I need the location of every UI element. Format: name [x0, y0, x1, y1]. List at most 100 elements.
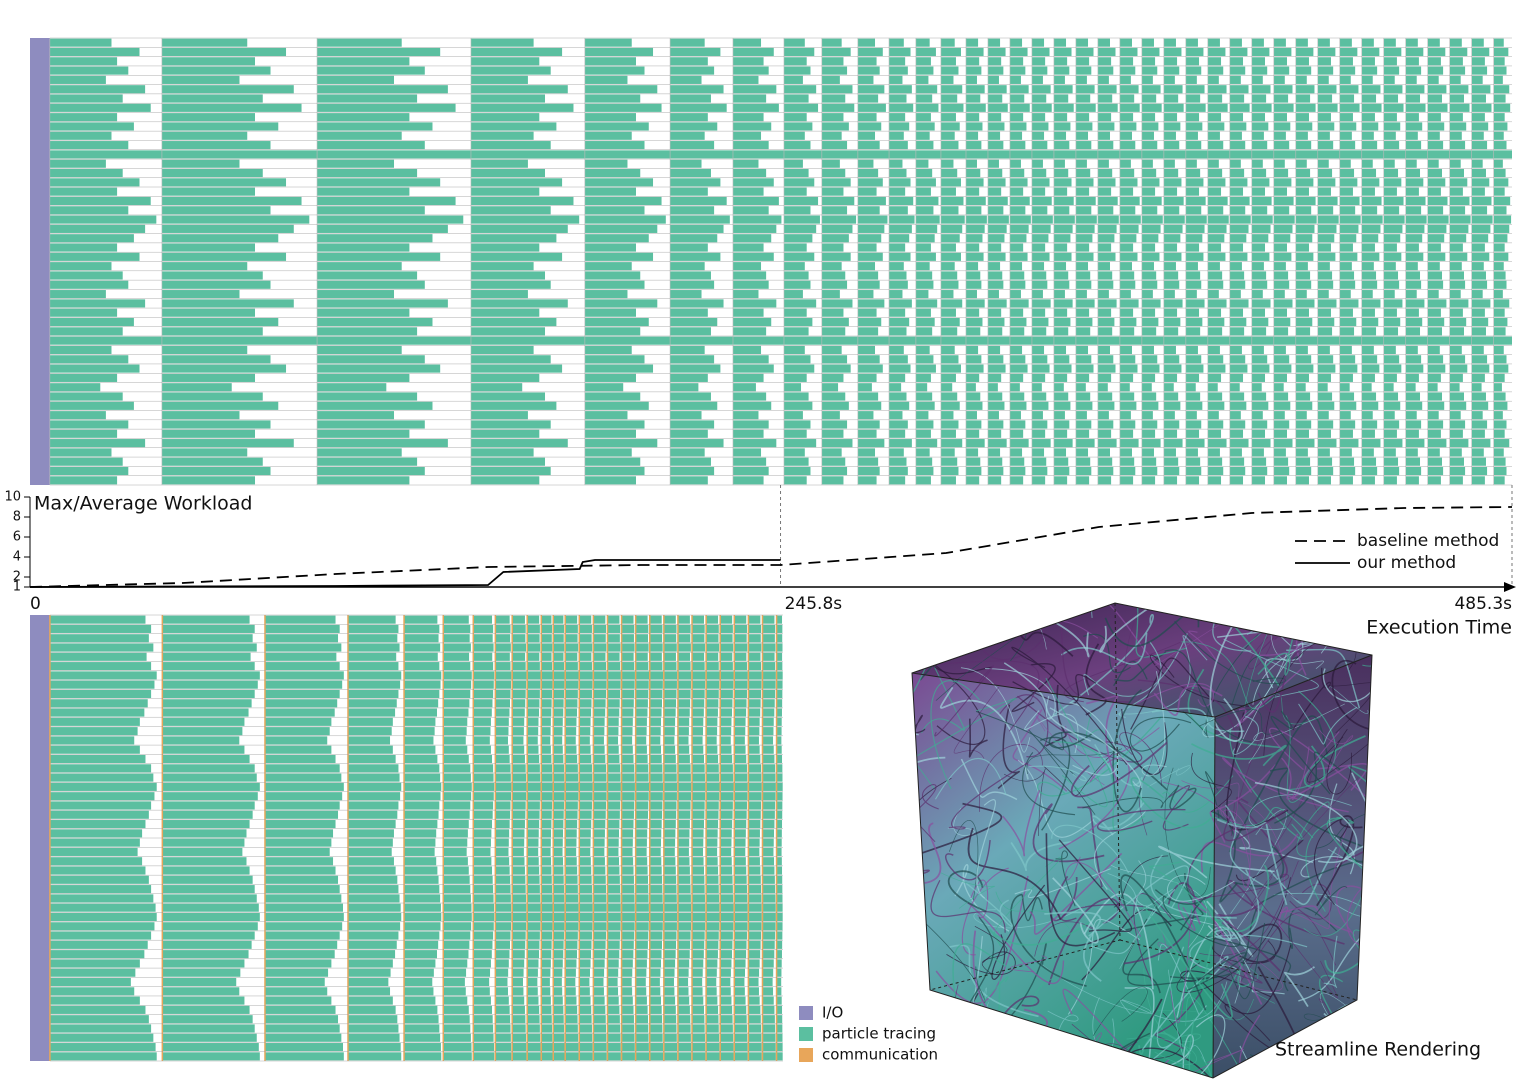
- particle-tracing: [1449, 252, 1468, 261]
- particle-tracing: [1075, 38, 1089, 47]
- particle-tracing: [635, 754, 648, 764]
- particle-tracing: [1075, 280, 1092, 289]
- particle-tracing: [621, 773, 635, 782]
- particle-tracing: [889, 336, 916, 345]
- particle-tracing: [1119, 206, 1136, 215]
- particle-tracing: [473, 1033, 494, 1042]
- particle-tracing: [1383, 429, 1397, 438]
- streamline: [1133, 892, 1172, 986]
- particle-tracing: [1053, 280, 1070, 289]
- particle-tracing: [553, 1043, 565, 1052]
- particle-tracing: [1163, 308, 1178, 317]
- particle-tracing: [1361, 206, 1378, 215]
- particle-tracing: [607, 745, 619, 754]
- particle-tracing: [915, 243, 931, 252]
- particle-tracing: [1493, 439, 1510, 448]
- particle-tracing: [443, 1005, 469, 1014]
- particle-tracing: [1207, 215, 1229, 224]
- streamline: [1162, 895, 1241, 948]
- particle-tracing: [1317, 243, 1331, 252]
- particle-tracing: [1251, 476, 1266, 485]
- particle-tracing: [1185, 411, 1197, 420]
- particle-tracing: [317, 345, 402, 355]
- particle-tracing: [1273, 141, 1290, 150]
- particle-tracing: [473, 1052, 495, 1061]
- streamline: [1322, 603, 1372, 703]
- particle-tracing: [347, 968, 391, 977]
- particle-tracing: [49, 1052, 157, 1061]
- particle-tracing: [1163, 215, 1185, 224]
- particle-tracing: [621, 922, 635, 931]
- particle-tracing: [663, 885, 677, 894]
- particle-tracing: [1053, 66, 1070, 75]
- particle-tracing: [987, 131, 1001, 140]
- particle-tracing: [317, 150, 471, 159]
- particle-tracing: [473, 875, 493, 884]
- particle-tracing: [317, 47, 441, 57]
- particle-tracing: [762, 754, 775, 764]
- streamline: [1148, 861, 1229, 935]
- particle-tracing: [621, 717, 633, 726]
- particle-tracing: [1031, 364, 1050, 373]
- particle-tracing: [541, 699, 552, 708]
- particle-tracing: [1273, 364, 1292, 373]
- particle-tracing: [889, 187, 906, 196]
- particle-tracing: [1229, 364, 1248, 373]
- particle-tracing: [443, 764, 471, 773]
- particle-tracing: [443, 727, 467, 736]
- particle-tracing: [347, 634, 398, 643]
- particle-tracing: [162, 782, 260, 791]
- particle-tracing: [579, 931, 592, 940]
- particle-tracing: [593, 968, 605, 977]
- streamline: [1316, 805, 1372, 849]
- particle-tracing: [734, 996, 746, 1005]
- particle-tracing: [495, 940, 510, 949]
- particle-tracing: [264, 903, 344, 912]
- particle-tracing: [565, 959, 577, 968]
- particle-tracing: [404, 727, 435, 736]
- particle-tracing: [1009, 383, 1020, 392]
- particle-tracing: [162, 866, 250, 875]
- particle-tracing: [670, 206, 715, 215]
- particle-tracing: [857, 66, 880, 75]
- particle-tracing: [1449, 206, 1466, 215]
- particle-tracing: [565, 745, 577, 754]
- particle-tracing: [720, 912, 734, 922]
- particle-tracing: [1141, 113, 1156, 122]
- particle-tracing: [317, 131, 402, 140]
- streamline: [1248, 603, 1278, 670]
- particle-tracing: [706, 717, 718, 726]
- particle-tracing: [635, 689, 649, 699]
- particle-tracing: [706, 950, 718, 959]
- streamline: [961, 867, 1009, 956]
- particle-tracing: [404, 671, 442, 680]
- particle-tracing: [783, 178, 815, 187]
- particle-tracing: [821, 476, 844, 485]
- particle-tracing: [541, 624, 553, 633]
- streamline: [1143, 968, 1201, 1043]
- particle-tracing: [1493, 411, 1503, 420]
- particle-tracing: [1185, 187, 1200, 196]
- particle-tracing: [748, 643, 762, 652]
- particle-tracing: [264, 736, 328, 745]
- particle-tracing: [1075, 299, 1095, 308]
- particle-tracing: [783, 215, 820, 224]
- particle-tracing: [1185, 131, 1198, 140]
- particle-tracing: [512, 764, 526, 773]
- particle-tracing: [649, 699, 662, 708]
- particle-tracing: [1031, 271, 1047, 280]
- particle-tracing: [663, 829, 676, 838]
- particle-tracing: [404, 820, 438, 829]
- particle-tracing: [720, 764, 733, 773]
- particle-tracing: [857, 290, 874, 299]
- particle-tracing: [857, 178, 883, 187]
- particle-tracing: [512, 634, 526, 643]
- particle-tracing: [161, 178, 287, 187]
- particle-tracing: [1427, 327, 1443, 336]
- particle-tracing: [512, 903, 527, 912]
- particle-tracing: [1141, 317, 1159, 327]
- particle-tracing: [940, 420, 959, 429]
- streamline: [1081, 909, 1172, 981]
- particle-tracing: [1427, 411, 1439, 420]
- particle-tracing: [579, 866, 592, 875]
